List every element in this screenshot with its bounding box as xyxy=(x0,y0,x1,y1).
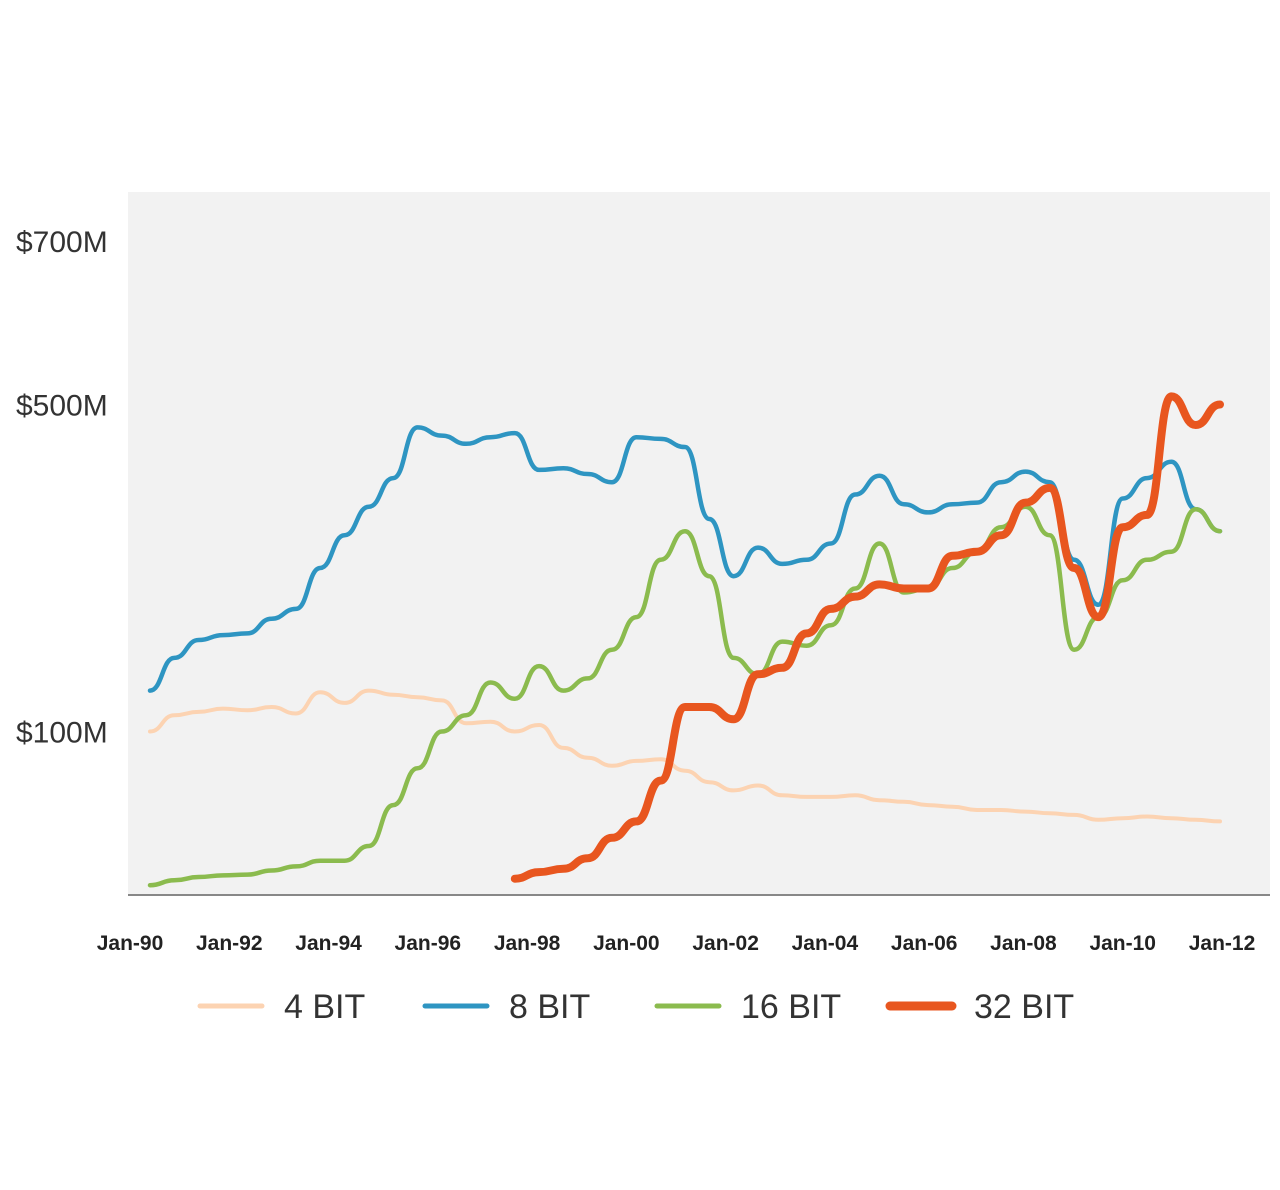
x-tick-label: Jan-94 xyxy=(295,932,362,955)
series-layer xyxy=(147,392,1224,888)
x-tick-label: Jan-90 xyxy=(97,932,164,955)
x-tick-label: Jan-00 xyxy=(593,932,660,955)
series-line-4-bit xyxy=(148,688,1222,824)
y-tick-label: $700M xyxy=(16,226,108,259)
series-line-16-bit xyxy=(147,504,1223,888)
legend-label: 32 BIT xyxy=(974,988,1074,1026)
legend-item-32-bit: 32 BIT xyxy=(885,988,1074,1026)
legend-label: 8 BIT xyxy=(509,988,590,1026)
legend-item-4-bit: 4 BIT xyxy=(197,988,365,1026)
x-tick-label: Jan-08 xyxy=(990,932,1057,955)
y-axis-ticks: $100M $500M $700M xyxy=(16,226,108,749)
y-tick-label: $500M xyxy=(16,390,108,423)
y-tick-label: $100M xyxy=(16,717,108,750)
legend-label: 16 BIT xyxy=(741,988,841,1026)
legend-item-16-bit: 16 BIT xyxy=(654,988,841,1026)
x-tick-label: Jan-02 xyxy=(692,932,759,955)
x-tick-label: Jan-10 xyxy=(1089,932,1156,955)
legend: 4 BIT 8 BIT 16 BIT 32 BIT xyxy=(197,988,1074,1026)
x-tick-label: Jan-96 xyxy=(395,932,462,955)
plot-background xyxy=(128,192,1270,895)
legend-item-8-bit: 8 BIT xyxy=(422,988,590,1026)
x-tick-label: Jan-04 xyxy=(792,932,859,955)
x-tick-label: Jan-92 xyxy=(196,932,263,955)
x-axis-ticks: Jan-90 Jan-92 Jan-94 Jan-96 Jan-98 Jan-00 Jan-… xyxy=(97,932,1256,955)
series-line-32-bit xyxy=(510,392,1224,883)
x-tick-label: Jan-12 xyxy=(1189,932,1256,955)
x-tick-label: Jan-98 xyxy=(494,932,561,955)
x-tick-label: Jan-06 xyxy=(891,932,958,955)
legend-label: 4 BIT xyxy=(284,988,365,1026)
